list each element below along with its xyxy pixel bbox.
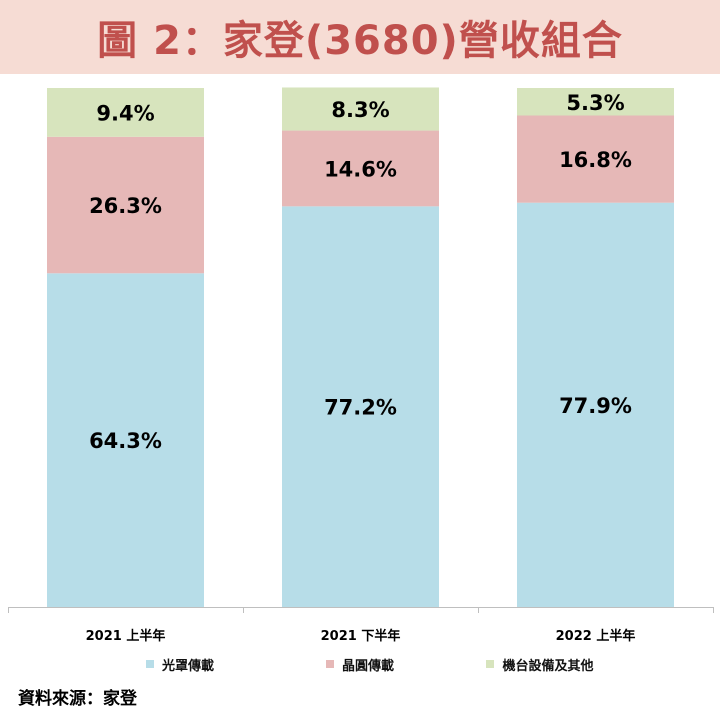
data-label: 14.6% (324, 157, 397, 181)
legend-label-photomask: 光罩傳載 (161, 658, 214, 674)
data-label: 64.3% (89, 429, 162, 453)
legend-item-equipment: 機台設備及其他 (450, 652, 630, 676)
bar-segment-1-3 (517, 202, 674, 607)
legend-swatch-equipment (486, 660, 495, 668)
x-tick-label: 2022 上半年 (556, 628, 636, 644)
legend-swatch-photomask (145, 660, 154, 668)
chart-title: 圖 2：家登(3680)營收組合 (97, 18, 623, 64)
bar-segment-1-2 (282, 206, 439, 607)
bar-segment-2-3 (517, 115, 674, 203)
data-label: 77.2% (324, 396, 397, 420)
x-tick-label: 2021 下半年 (321, 628, 401, 644)
data-label: 8.3% (331, 98, 389, 122)
stacked-bar-chart: 64.3% 26.3% 9.4% 2021 上半年 77.2% 14.6% 8.3% 2021… (8, 87, 714, 644)
data-label: 9.4% (96, 101, 154, 125)
legend-item-photomask: 光罩傳載 (90, 652, 270, 676)
bar-segment-2-2 (282, 130, 439, 207)
legend-swatch-wafer (325, 660, 334, 668)
data-label: 16.8% (559, 148, 632, 172)
bar-segment-3-1 (47, 88, 204, 137)
legend: 光罩傳載 晶圓傳載 機台設備及其他 (0, 652, 720, 676)
legend-label-wafer: 晶圓傳載 (341, 658, 394, 674)
title-bar: 圖 2：家登(3680)營收組合 (0, 0, 720, 74)
data-label: 77.9% (559, 394, 632, 418)
legend-label-equipment: 機台設備及其他 (502, 658, 594, 674)
data-label: 5.3% (566, 91, 624, 115)
x-tick-label: 2021 上半年 (86, 628, 166, 644)
bar-segment-3-3 (517, 88, 674, 116)
bar-segment-1-1 (47, 273, 204, 607)
data-label: 26.3% (89, 194, 162, 218)
source-note: 資料來源：家登 (18, 689, 137, 709)
bar-segment-3-2 (282, 87, 439, 131)
legend-item-wafer: 晶圓傳載 (270, 652, 450, 676)
bar-segment-2-1 (47, 136, 204, 274)
